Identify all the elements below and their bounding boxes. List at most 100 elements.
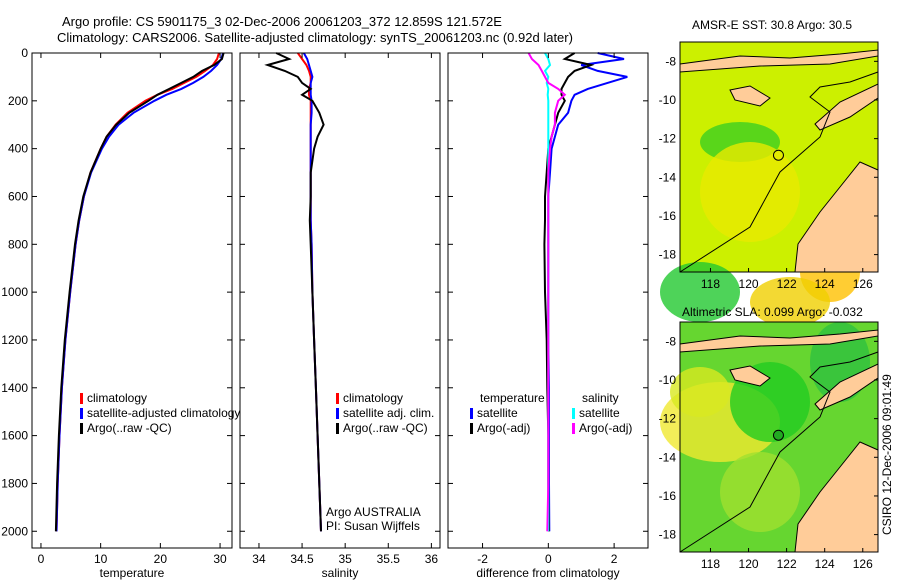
- legend-swatch-red: [80, 393, 83, 404]
- x-tick-label: 35: [338, 552, 352, 566]
- y-tick-label: 1200: [1, 333, 28, 347]
- map-x-tick-label: 122: [777, 277, 797, 291]
- argo-position-marker: [772, 149, 784, 161]
- map-y-tick-label: -16: [659, 209, 677, 223]
- series-line-satellite-adjusted-climatology: [55, 52, 224, 532]
- x-tick-label: 36: [425, 552, 439, 566]
- legend-swatch-black: [470, 423, 473, 434]
- legend-label: satellite: [477, 406, 518, 420]
- map-y-tick-label: -14: [659, 450, 677, 464]
- y-tick-label: 600: [8, 189, 28, 203]
- y-tick-label: 400: [8, 142, 28, 156]
- x-tick-label: 0: [545, 552, 552, 566]
- land-sumba: [729, 365, 771, 387]
- map-x-tick-label: 124: [815, 557, 835, 571]
- map-x-tick-label: 120: [739, 277, 759, 291]
- legend-label: Argo(-adj): [579, 421, 633, 435]
- x-tick-label: -2: [477, 552, 488, 566]
- map-x-tick-label: 120: [739, 557, 759, 571]
- difference-legend-temperature: temperature satellite Argo(-adj): [470, 391, 545, 436]
- x-tick-label: 30: [213, 552, 227, 566]
- legend-label: satellite adj. clim.: [343, 406, 435, 420]
- y-tick-label: 1000: [1, 285, 28, 299]
- plot-frame: [239, 52, 441, 549]
- series-line-salinity-argo-adj-: [527, 52, 567, 532]
- x-tick-label: 10: [94, 552, 108, 566]
- legend-swatch-blue: [80, 408, 83, 419]
- temperature-legend: climatology satellite-adjusted climatolo…: [80, 391, 240, 436]
- map-frame: [679, 41, 879, 273]
- legend-swatch-cyan: [572, 408, 575, 419]
- map-x-tick-label: 126: [853, 277, 873, 291]
- map-y-tick-label: -18: [659, 248, 677, 262]
- x-axis-label: salinity: [322, 566, 359, 580]
- y-tick-label: 800: [8, 237, 28, 251]
- map-x-tick-label: 124: [815, 277, 835, 291]
- map-x-tick-label: 122: [777, 557, 797, 571]
- series-line-argo-raw-qc-: [54, 52, 225, 532]
- x-tick-label: 20: [154, 552, 168, 566]
- y-tick-label: 2000: [1, 524, 28, 538]
- map-field-patch: [670, 367, 730, 417]
- x-tick-label: 2: [611, 552, 618, 566]
- isobath-contour: [679, 351, 879, 553]
- map-y-tick-label: -8: [665, 334, 676, 348]
- map-field-patch: [720, 452, 800, 532]
- map-y-tick-label: -10: [659, 373, 677, 387]
- legend-swatch-blue: [470, 408, 473, 419]
- salinity-legend: climatology satellite adj. clim. Argo(..…: [336, 391, 434, 436]
- map-y-tick-label: -16: [659, 489, 677, 503]
- sst-map-title: AMSR-E SST: 30.8 Argo: 30.5: [692, 18, 853, 32]
- title-line-2: Climatology: CARS2006. Satellite-adjuste…: [57, 30, 573, 45]
- y-tick-label: 0: [21, 46, 28, 60]
- legend-label: Argo(-adj): [477, 421, 531, 435]
- x-tick-label: 0: [38, 552, 45, 566]
- annotation-line: PI: Susan Wijffels: [326, 519, 420, 533]
- isobath-contour: [679, 71, 879, 273]
- x-tick-label: 34: [252, 552, 266, 566]
- series-line-climatology: [55, 52, 220, 532]
- argo-annotation: Argo AUSTRALIA PI: Susan Wijffels: [326, 505, 421, 533]
- series-line-argo-raw-qc-: [264, 52, 325, 532]
- map-y-tick-label: -14: [659, 170, 677, 184]
- y-tick-label: 1400: [1, 381, 28, 395]
- legend-swatch-red: [336, 393, 339, 404]
- map-y-tick-label: -18: [659, 528, 677, 542]
- map-y-tick-label: -12: [659, 412, 677, 426]
- plot-frame: [31, 52, 233, 549]
- y-tick-label: 200: [8, 94, 28, 108]
- sla-map-title: Altimetric SLA: 0.099 Argo: -0.032: [682, 305, 863, 319]
- x-tick-label: 34.5: [290, 552, 314, 566]
- difference-legend-salinity: salinity satellite Argo(-adj): [572, 391, 632, 436]
- legend-label: satellite-adjusted climatology: [87, 406, 241, 420]
- y-tick-label: 1800: [1, 476, 28, 490]
- map-y-tick-label: -10: [659, 93, 677, 107]
- legend-label: Argo(..raw -QC): [343, 421, 428, 435]
- legend-header: salinity: [582, 391, 619, 405]
- legend-swatch-magenta: [572, 423, 575, 434]
- map-field-patch: [750, 277, 830, 327]
- legend-header: temperature: [480, 391, 545, 405]
- map-y-tick-label: -12: [659, 132, 677, 146]
- map-y-tick-label: -8: [665, 54, 676, 68]
- map-frame: [679, 321, 879, 553]
- legend-label: climatology: [87, 391, 148, 405]
- map-x-tick-label: 126: [853, 557, 873, 571]
- legend-swatch-black: [336, 423, 339, 434]
- legend-label: climatology: [343, 391, 404, 405]
- y-tick-label: 1600: [1, 429, 28, 443]
- legend-swatch-blue: [336, 408, 339, 419]
- map-x-tick-label: 118: [701, 557, 720, 571]
- title-line-1: Argo profile: CS 5901175_3 02-Dec-2006 2…: [62, 14, 502, 29]
- legend-label: Argo(..raw -QC): [87, 421, 172, 435]
- map-field-patch: [660, 262, 740, 322]
- map-field-patch: [700, 142, 800, 242]
- legend-swatch-black: [80, 423, 83, 434]
- legend-label: satellite: [579, 406, 620, 420]
- annotation-line: Argo AUSTRALIA: [326, 505, 421, 519]
- land-sumba: [729, 85, 771, 107]
- argo-position-marker: [772, 429, 784, 441]
- series-line-temperature-satellite: [547, 52, 628, 532]
